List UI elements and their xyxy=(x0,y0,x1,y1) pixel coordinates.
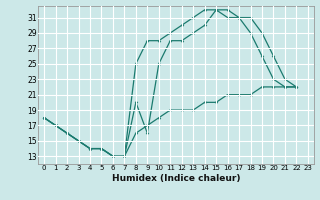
X-axis label: Humidex (Indice chaleur): Humidex (Indice chaleur) xyxy=(112,174,240,183)
